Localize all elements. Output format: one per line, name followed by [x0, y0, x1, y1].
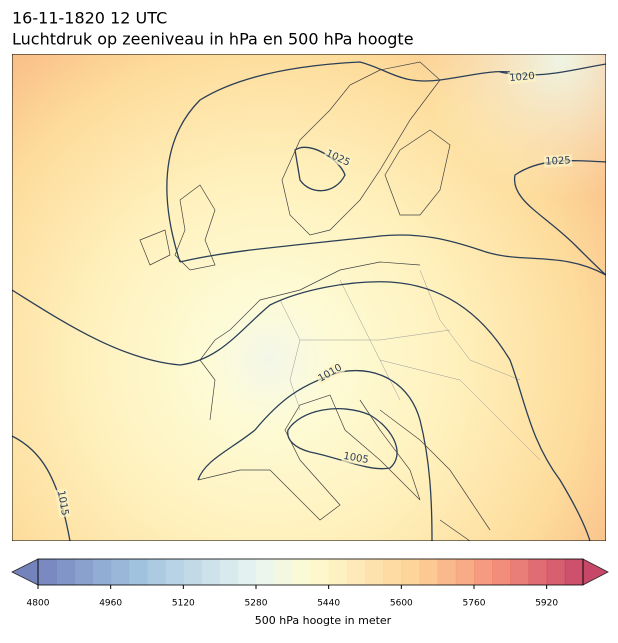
colorbar-frame — [37, 558, 584, 586]
isobar-label-bg — [322, 146, 354, 170]
isobar-label-bg — [314, 360, 346, 386]
isobar-label-bg — [507, 69, 537, 85]
colorbar: 4800 4960 5120 5280 5440 5600 5760 5920 — [11, 558, 609, 609]
colorbar-band — [56, 559, 75, 585]
colorbar-label: 500 hPa hoogte in meter — [255, 614, 392, 627]
colorbar-band — [310, 559, 330, 585]
colorbar-band — [455, 559, 475, 585]
colorbar-band — [437, 559, 457, 585]
colorbar-band — [128, 559, 148, 585]
colorbar-band — [256, 559, 275, 585]
colorbar-band — [419, 559, 439, 585]
colorbar-band — [74, 559, 93, 585]
colorbar-band — [365, 559, 384, 585]
colorbar-band — [328, 559, 348, 585]
colorbar-band — [274, 559, 293, 585]
map — [12, 54, 606, 541]
colorbar-extend-max — [582, 558, 609, 586]
title: 16-11-1820 12 UTC — [12, 9, 167, 28]
colorbar-band — [92, 559, 112, 585]
colorbar-band — [510, 559, 529, 585]
colorbar-band — [474, 559, 493, 585]
colorbar-band — [165, 559, 184, 585]
colorbar-band — [147, 559, 166, 585]
colorbar-band — [201, 559, 221, 585]
colorbar-band — [38, 559, 57, 585]
colorbar-band — [237, 559, 257, 585]
isobar-label: 1020 — [509, 71, 535, 84]
colorbar-band — [528, 559, 548, 585]
colorbar-extend-min — [11, 558, 39, 586]
colorbar-band — [219, 559, 239, 585]
colorbar-tick-label: 5120 — [172, 599, 195, 609]
colorbar-tick-label: 4960 — [99, 599, 122, 609]
borders — [279, 269, 541, 461]
map-shading — [12, 54, 606, 541]
colorbar-tick-label: 5440 — [317, 599, 340, 609]
colorbar-tick-label: 5920 — [535, 599, 558, 609]
isobar-label: 1005 — [342, 451, 369, 466]
isobar-label-bg — [54, 488, 72, 518]
colorbar-tick-label: 5280 — [245, 599, 268, 609]
colorbar-tick-label: 5760 — [463, 599, 486, 609]
isobar-label-bg — [543, 154, 573, 168]
isobar-label: 1025 — [545, 155, 571, 167]
colorbar-tick-label: 4800 — [27, 599, 50, 609]
subtitle: Luchtdruk op zeeniveau in hPa en 500 hPa… — [12, 30, 414, 49]
isobar-label-bg — [341, 449, 371, 467]
colorbar-band — [564, 559, 584, 585]
colorbar-band — [183, 559, 202, 585]
colorbar-band — [401, 559, 420, 585]
colorbar-band — [492, 559, 511, 585]
colorbar-band — [346, 559, 366, 585]
isobar-label: 1015 — [55, 490, 70, 517]
colorbar-tick-label: 5600 — [390, 599, 413, 609]
colorbar-band — [546, 559, 566, 585]
colorbar-band — [292, 559, 311, 585]
colorbar-band — [110, 559, 130, 585]
colorbar-band — [383, 559, 402, 585]
